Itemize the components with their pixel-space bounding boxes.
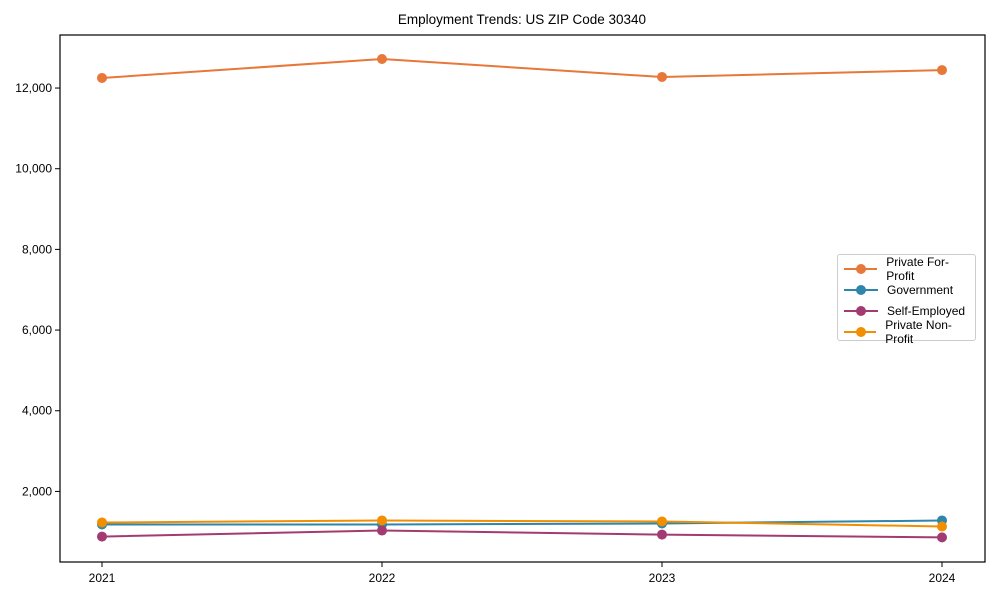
legend-marker-icon <box>844 326 877 338</box>
data-point <box>937 65 947 76</box>
series-line <box>102 519 943 526</box>
x-tick-label: 2022 <box>369 571 396 585</box>
chart-title: Employment Trends: US ZIP Code 30340 <box>397 12 647 27</box>
x-tick-label: 2024 <box>929 571 956 585</box>
data-point <box>97 517 107 528</box>
legend-item: Private Non-Profit <box>838 318 975 346</box>
y-tick-label: 4,000 <box>22 404 52 418</box>
data-point <box>937 532 947 543</box>
data-point <box>97 72 107 83</box>
x-tick-label: 2023 <box>649 571 676 585</box>
legend-item: Private For-Profit <box>838 255 975 283</box>
legend-label: Private For-Profit <box>886 254 949 283</box>
legend-label: Self-Employed <box>887 303 966 318</box>
data-point <box>377 515 387 526</box>
legend-item: Government <box>838 279 975 300</box>
series-private-non-profit <box>97 515 947 532</box>
legend-marker-icon <box>844 305 878 317</box>
x-tick-label: 2021 <box>89 571 116 585</box>
y-tick-label: 2,000 <box>22 484 52 498</box>
legend-marker-icon <box>844 263 878 275</box>
series-private-for-profit <box>97 54 947 83</box>
data-point <box>377 54 387 65</box>
series-line <box>101 519 943 528</box>
plot-area-frame <box>59 34 986 563</box>
series-line <box>101 529 943 539</box>
legend-marker-icon <box>844 284 878 296</box>
legend-item: Self-Employed <box>838 300 975 321</box>
data-point <box>97 531 107 542</box>
series-line <box>101 57 943 79</box>
legend-label: Government <box>887 282 954 297</box>
data-point <box>657 516 667 527</box>
data-point <box>657 529 667 540</box>
data-point <box>377 525 387 536</box>
y-tick-label: 12,000 <box>15 81 52 95</box>
legend-label: Private Non-Profit <box>885 317 952 346</box>
y-tick-label: 6,000 <box>22 323 52 337</box>
y-tick-label: 8,000 <box>22 242 52 256</box>
series-self-employed <box>97 525 947 543</box>
data-point <box>937 521 947 532</box>
y-tick-label: 10,000 <box>15 162 52 176</box>
legend: Private For-Profit Government Self-Employe… <box>837 254 976 346</box>
data-point <box>657 71 667 82</box>
